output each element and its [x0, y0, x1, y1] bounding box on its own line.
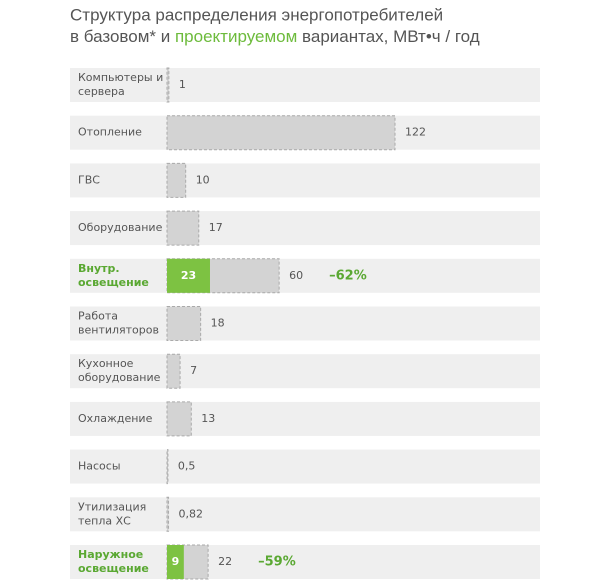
category-label: Отопление	[78, 126, 142, 139]
bar	[166, 115, 396, 151]
row-background	[70, 68, 540, 102]
row-background	[70, 545, 540, 579]
category-label: освещение	[78, 562, 149, 575]
bar	[166, 353, 181, 389]
category-label: оборудование	[78, 371, 161, 384]
title-part: вариантах, МВт•ч / год	[297, 27, 479, 46]
value-label: 13	[201, 412, 215, 425]
category-label: Оборудование	[78, 221, 163, 234]
value-label: 1	[179, 78, 186, 91]
category-label: Работа	[78, 310, 118, 323]
category-label: тепла ХС	[78, 514, 131, 527]
bar	[166, 67, 170, 103]
value-label: 18	[211, 317, 225, 330]
bar	[166, 496, 170, 532]
value-label: 23	[181, 269, 196, 282]
category-label: Утилизация	[78, 500, 146, 513]
bar	[166, 210, 200, 246]
row-background	[70, 401, 540, 436]
category-label: Внутр.	[78, 262, 120, 275]
title-part: проектируемом	[175, 27, 297, 46]
value-label: 0,82	[179, 507, 204, 520]
reduction-label: –62%	[329, 268, 367, 283]
chart-title: Структура распределения энергопотребител…	[70, 5, 443, 24]
chart-title: в базовом* и проектируемом вариантах, МВ…	[70, 27, 480, 46]
category-label: Насосы	[78, 460, 121, 473]
row-background	[70, 163, 540, 198]
row-background	[70, 449, 540, 484]
row-background	[70, 497, 540, 532]
category-label: Кухонное	[78, 357, 134, 370]
value-label: 7	[190, 364, 197, 377]
row-background	[70, 354, 540, 389]
value-label: 10	[196, 173, 210, 186]
category-label: вентиляторов	[78, 324, 159, 337]
category-label: Компьютеры и	[78, 71, 163, 84]
category-label: Охлаждение	[78, 412, 153, 425]
bar	[167, 545, 184, 579]
category-label: сервера	[78, 85, 125, 98]
title-part: в базовом* и	[70, 27, 175, 46]
value-label: 60	[289, 269, 303, 282]
reduction-label: –59%	[258, 555, 296, 570]
row-background	[70, 211, 540, 246]
category-label: Наружное	[78, 548, 143, 561]
category-label: освещение	[78, 276, 149, 289]
value-label: 17	[209, 221, 223, 234]
bar	[166, 401, 192, 437]
value-label: 22	[218, 555, 232, 568]
row-background	[70, 306, 540, 341]
bar	[166, 306, 202, 341]
bar	[166, 449, 169, 485]
value-label: 9	[172, 555, 180, 568]
row-background	[70, 258, 540, 293]
value-label: 122	[405, 126, 426, 139]
bar	[167, 258, 210, 293]
bar	[166, 162, 187, 198]
category-label: ГВС	[78, 173, 100, 186]
value-label: 0,5	[178, 460, 196, 473]
